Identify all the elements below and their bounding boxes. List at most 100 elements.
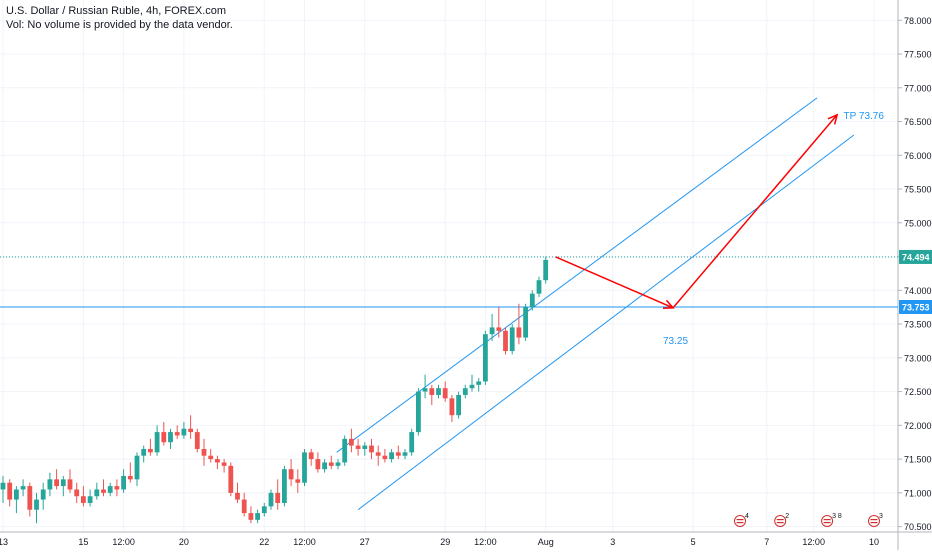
candle-body (188, 428, 193, 433)
candle-body (127, 475, 133, 480)
event-count: 4 (745, 513, 749, 520)
candle-body (20, 486, 26, 490)
candle-body (181, 428, 187, 436)
candle (375, 445, 381, 466)
candle-body (161, 432, 167, 443)
candle-body (241, 499, 247, 514)
candle-body (40, 489, 46, 500)
candle (188, 415, 193, 439)
candle-body (0, 482, 6, 490)
candle-body (221, 462, 227, 466)
time-tick-label: 20 (179, 537, 189, 547)
candle (141, 445, 147, 463)
event-flag-stripe (736, 519, 744, 521)
candle (261, 502, 267, 517)
candle (54, 469, 59, 490)
time-tick-label: 13 (0, 537, 8, 547)
candle-body (261, 506, 267, 514)
event-flag-stripe (776, 522, 784, 524)
event-flag-circle (734, 515, 746, 527)
event-flag-icon[interactable]: 4 (734, 513, 750, 527)
candle-body (496, 327, 502, 331)
candle (34, 492, 39, 524)
candle (315, 452, 321, 473)
time-tick-label: 7 (764, 537, 769, 547)
candle-body (194, 432, 200, 449)
candle (462, 384, 468, 399)
candle (389, 448, 394, 463)
event-flag-icon[interactable]: 3 (868, 513, 884, 527)
candle-body (228, 465, 234, 493)
arrow-head-down (662, 299, 675, 310)
candle (442, 381, 448, 402)
candle (14, 486, 19, 514)
candle-body (94, 489, 100, 497)
price-tick-label: 72.500 (904, 387, 932, 397)
candle (489, 313, 495, 341)
candle-body (456, 394, 461, 416)
candle (255, 509, 260, 524)
channel-line-lower[interactable] (357, 134, 855, 511)
candle (168, 428, 173, 449)
candle-body (442, 388, 448, 399)
candle (0, 475, 6, 503)
candle-body (208, 455, 214, 460)
candle-body (302, 452, 307, 483)
candle-body (489, 327, 495, 335)
event-icons[interactable]: 4 2 3 8 3 (734, 513, 884, 527)
candle (87, 489, 93, 507)
candle-body (67, 479, 73, 490)
candle-body (469, 384, 475, 389)
event-flag-icon[interactable]: 3 8 (821, 513, 842, 527)
price-tick-label: 78.000 (904, 16, 932, 26)
price-tick-label: 71.000 (904, 488, 932, 498)
candle-body (389, 452, 394, 460)
event-flag-circle (774, 515, 787, 527)
candle-body (47, 479, 53, 490)
candle-body (536, 280, 542, 294)
candle (335, 459, 341, 470)
candle (154, 425, 160, 456)
candle (402, 448, 408, 460)
candle-body (255, 513, 260, 520)
projection-path[interactable] (555, 113, 839, 310)
candle-body (174, 432, 180, 436)
candle-body (342, 438, 348, 463)
candle (422, 374, 428, 399)
event-flag-icon[interactable]: 2 (774, 513, 790, 527)
chart-legend: U.S. Dollar / Russian Ruble, 4h, FOREX.c… (6, 4, 233, 32)
time-tick-label: 12:00 (293, 537, 316, 547)
candle (127, 462, 133, 483)
candle (27, 482, 33, 517)
price-axis: 70.500 71.000 71.500 72.000 72.500 73.000 73.5… (898, 16, 932, 532)
candle-body (154, 432, 160, 453)
time-tick-label: 12:00 (112, 537, 135, 547)
candle (248, 506, 254, 524)
channel-line-upper[interactable] (336, 97, 818, 453)
price-tick-label: 75.000 (904, 218, 932, 228)
event-flag-circle (868, 515, 880, 527)
candle (543, 256, 549, 284)
candle-body (503, 330, 508, 352)
candle-body (516, 327, 522, 338)
candle (523, 303, 528, 341)
event-flag-stripe (776, 519, 784, 521)
candle (241, 492, 247, 517)
time-tick-label: 3 (610, 537, 615, 547)
candle-body (27, 486, 33, 510)
candle (67, 469, 73, 493)
candle-body (422, 388, 428, 392)
candle-body (322, 462, 327, 470)
price-badge-label: 74.494 (902, 252, 930, 262)
price-tick-label: 73.500 (904, 320, 932, 330)
trend-channel[interactable] (336, 97, 855, 511)
candle-body (121, 475, 126, 490)
time-tick-label: 29 (440, 537, 450, 547)
volume-note: Vol: No volume is provided by the data v… (6, 19, 233, 31)
annotation-label: 73.25 (663, 336, 688, 347)
projection-line[interactable] (555, 114, 838, 309)
candle (47, 472, 53, 497)
candle-body (382, 455, 388, 460)
